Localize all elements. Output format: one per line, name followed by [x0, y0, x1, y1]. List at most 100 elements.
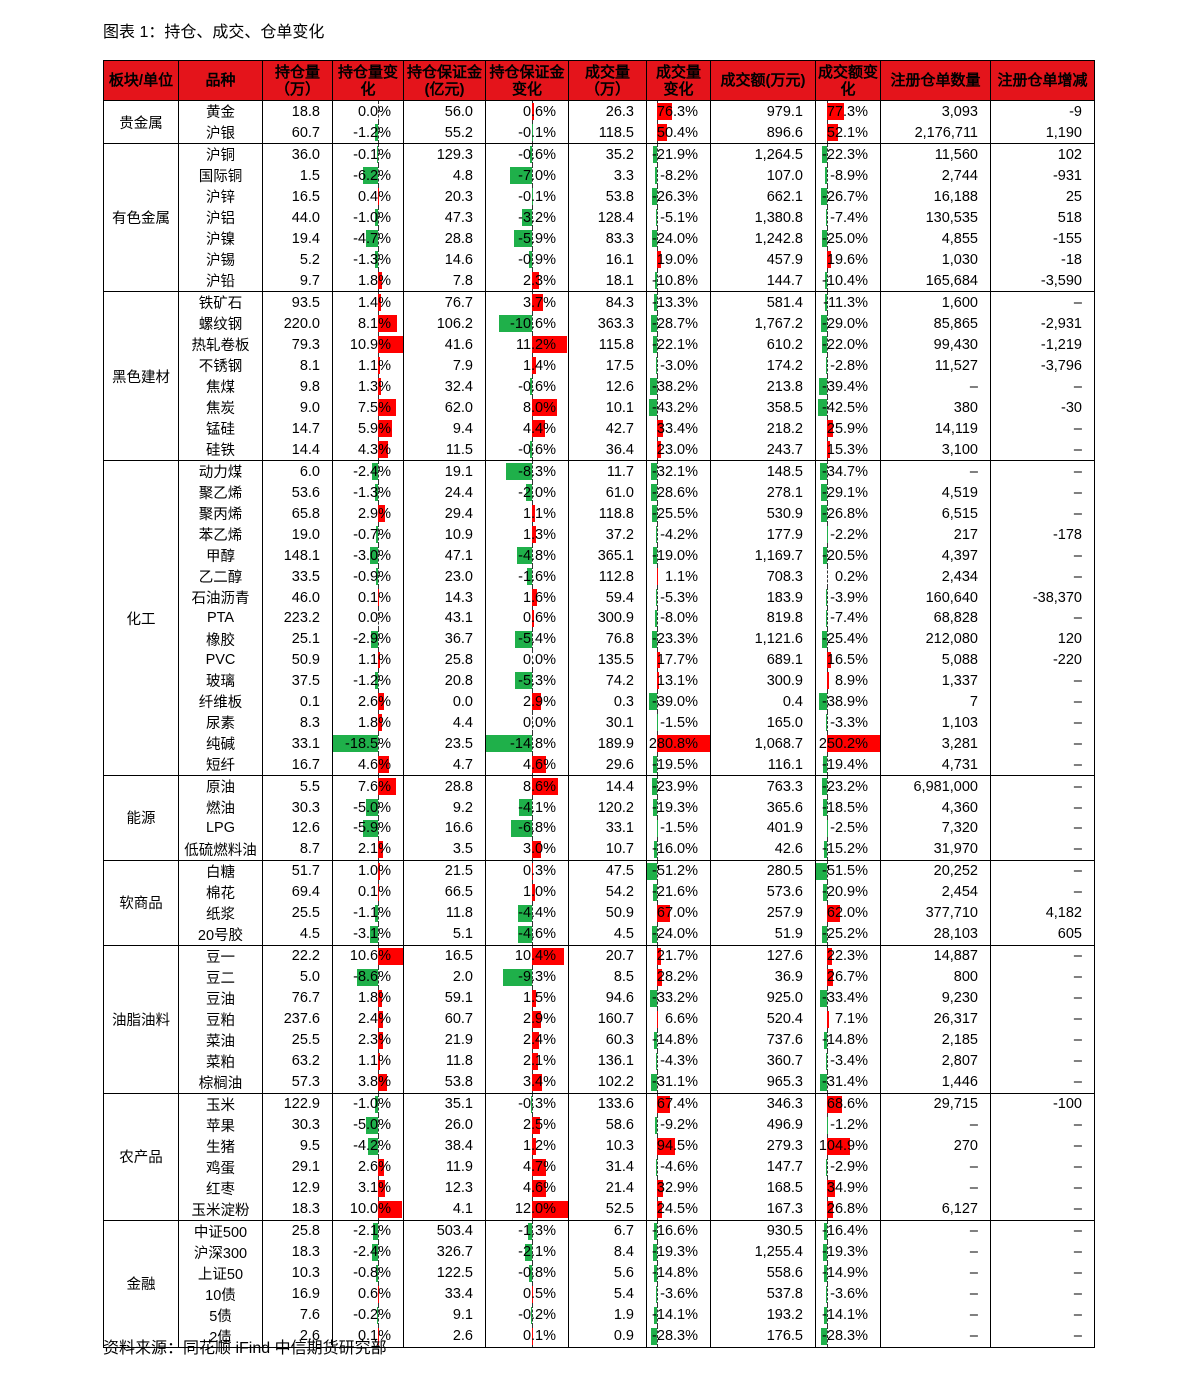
data-bar [377, 778, 397, 795]
data-table: 板块/单位 品种 持仓量（万） 持仓量变化 持仓保证金(亿元) 持仓保证金变化 成交量（万）… [103, 60, 1095, 1348]
data-bar [531, 840, 542, 858]
value-cell: -1.3% [332, 482, 404, 503]
cell-text: – [1073, 990, 1082, 1006]
value-cell: -39.0% [646, 691, 711, 712]
cell-text: 133.6 [597, 1096, 634, 1112]
product-name: 石油沥青 [191, 591, 250, 607]
value-cell: 189.9 [568, 733, 647, 754]
data-bar [827, 103, 844, 120]
value-cell: 16.1 [568, 249, 647, 270]
cell-text: 160.7 [597, 1011, 634, 1027]
change-label: -33.2% [652, 990, 698, 1006]
data-bar [651, 505, 657, 522]
value-cell: 168.5 [710, 1177, 816, 1199]
cell-text: 12.6 [291, 820, 320, 837]
change-label: -20.5% [822, 547, 868, 564]
cell-text: 130,535 [925, 209, 978, 226]
data-bar [827, 420, 833, 437]
cell-text: – [969, 1307, 978, 1323]
cell-text: – [1073, 820, 1082, 837]
bar-axis [377, 818, 379, 839]
cell-text: 2.0 [452, 969, 473, 985]
value-cell: -3,796 [990, 355, 1095, 376]
cell-text: – [1073, 547, 1082, 564]
cell-text: 217 [953, 526, 978, 543]
change-label: 1.1% [357, 357, 391, 374]
value-cell: – [990, 1008, 1095, 1030]
value-cell: 4,731 [880, 754, 991, 776]
table-row: 菜油 25.5 2.3% 21.9 2.4% 60.3 -14.8% 737.6 -14.8% 2… [104, 1029, 1095, 1051]
value-cell: -6.8% [485, 818, 569, 839]
cell-text: 30.1 [605, 714, 634, 731]
value-cell: -23.3% [646, 628, 711, 650]
value-cell: -9 [990, 100, 1095, 122]
data-bar [654, 1031, 657, 1049]
bar-axis [656, 482, 658, 503]
cell-text: 4,731 [941, 756, 978, 773]
cell-text: 5,088 [941, 651, 978, 668]
value-cell: 30.3 [262, 1114, 333, 1136]
value-cell: – [880, 1241, 991, 1263]
table-row: 豆二 5.0 -8.6% 2.0 -9.3% 8.5 28.2% 36.9 26.7% 800– [104, 966, 1095, 988]
cell-text: 29.4 [444, 505, 473, 522]
value-cell: 84.3 [568, 291, 647, 313]
cell-text: – [1073, 884, 1082, 900]
bar-axis [827, 292, 829, 313]
data-bar [650, 1073, 657, 1091]
product-cell: 国际铜 [178, 165, 263, 186]
data-bar [377, 989, 383, 1007]
cell-text: 365.6 [766, 799, 803, 816]
product-name: PTA [206, 610, 235, 627]
change-label: -0.1% [518, 188, 556, 205]
cell-text: – [969, 1180, 978, 1196]
cell-text: 53.6 [291, 484, 320, 501]
value-cell: 7.9 [403, 355, 486, 376]
value-cell: -3.9% [815, 587, 881, 608]
cell-text: 300.9 [766, 672, 803, 689]
bar-axis [531, 186, 533, 207]
value-cell: -1.0% [332, 207, 404, 228]
data-bar [820, 484, 828, 501]
data-bar [529, 251, 532, 268]
value-cell: 1,030 [880, 249, 991, 270]
product-name: 动力煤 [198, 465, 243, 481]
product-cell: 苹果 [178, 1114, 263, 1136]
value-cell: -3.4% [815, 1050, 881, 1072]
bar-axis [377, 733, 379, 754]
cell-text: 25.1 [291, 631, 320, 647]
value-cell: -4.2% [332, 1135, 404, 1157]
cell-text: 19.0 [291, 526, 320, 543]
data-bar [656, 735, 710, 752]
value-cell: 18.3 [262, 1241, 333, 1263]
value-cell: 8.1 [262, 355, 333, 376]
cell-text: 1,068.7 [754, 735, 803, 752]
value-cell: -38.9% [815, 691, 881, 712]
value-cell: 496.9 [710, 1114, 816, 1136]
data-bar [377, 1200, 402, 1218]
bar-axis [656, 881, 658, 903]
bar-axis [656, 207, 658, 228]
data-bar [531, 756, 547, 773]
data-bar [826, 1285, 828, 1303]
change-label: 21.7% [656, 948, 698, 964]
cell-text: – [1073, 463, 1082, 480]
data-bar [375, 904, 378, 922]
cell-text: 9,230 [941, 990, 978, 1006]
change-label: -2.4% [353, 463, 391, 480]
data-bar [827, 441, 831, 458]
product-cell: 豆粕 [178, 1008, 263, 1030]
change-label: -14.8% [822, 1032, 868, 1048]
data-bar [525, 484, 532, 501]
value-cell: 17.5 [568, 355, 647, 376]
data-bar [656, 1052, 657, 1070]
data-bar [370, 547, 378, 564]
change-label: 10.6% [349, 948, 391, 964]
product-name: 沪银 [206, 126, 235, 142]
change-label: -1.6% [518, 568, 556, 585]
cell-text: – [1073, 294, 1082, 311]
change-label: 6.6% [664, 1011, 698, 1027]
data-bar [653, 1222, 657, 1240]
value-cell: 147.7 [710, 1156, 816, 1178]
value-cell: 36.0 [262, 143, 333, 165]
value-cell: -4.8% [485, 545, 569, 566]
